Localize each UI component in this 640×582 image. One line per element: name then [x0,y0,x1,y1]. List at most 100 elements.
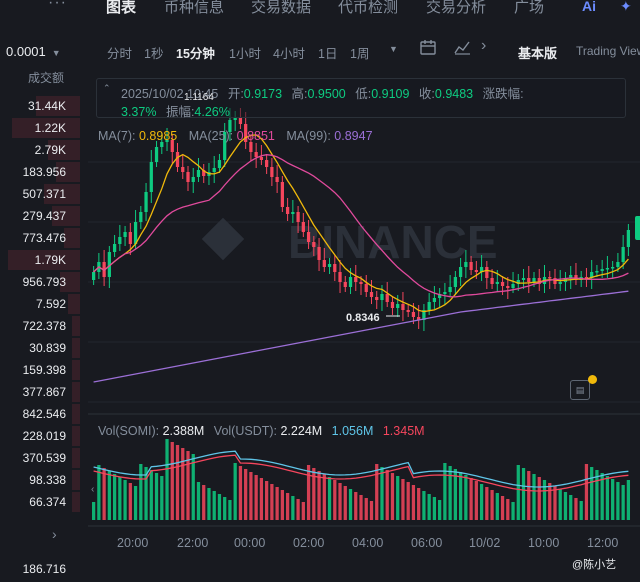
candle [485,267,489,278]
volume-bar [233,463,237,520]
change-label: 涨跌幅: [482,87,524,101]
volume-bar [458,472,463,520]
tf-1d[interactable]: 1日 [318,47,338,61]
amplitude-label: 振幅: [165,105,195,119]
ai-button[interactable]: Ai [582,0,596,14]
orderbook-volume: 98.338 [29,473,66,487]
more-icon[interactable]: ··· [48,0,67,11]
tab-square[interactable]: 广场 [514,0,545,16]
volume-bar [563,492,568,520]
tf-1s[interactable]: 1秒 [144,47,164,61]
orderbook-volume: 66.374 [29,495,66,509]
chevron-left-icon[interactable]: ‹ [91,484,95,495]
orderbook-volume: 377.867 [22,385,66,399]
side-panel-tab[interactable] [635,216,640,240]
basic-view-button[interactable]: 基本版 [518,46,558,61]
candle [275,177,279,182]
ohlc-line-1: 2025/10/02 10:45 开:0.9173 高:0.9500 低:0.9… [121,83,524,102]
chevron-down-icon[interactable]: ▼ [389,44,398,54]
orderbook-row[interactable]: 1.22K [0,117,80,139]
tf-1h[interactable]: 1小时 [229,47,261,61]
volume-bar [312,468,316,520]
ai-sparkle-icon[interactable]: ✦ [620,0,632,14]
volume-bar [265,481,269,520]
depth-bar [72,382,80,402]
candle [359,282,363,284]
chevron-right-icon[interactable]: › [481,37,487,54]
volume-bar [401,479,405,520]
orderbook-row[interactable]: 279.437 [0,205,80,227]
chart-canvas[interactable]: BINANCE [88,72,640,562]
volume-bar [296,499,300,520]
volume-bar [443,463,447,520]
open-label: 开: [227,87,244,101]
tf-4h[interactable]: 4小时 [273,47,305,61]
orderbook-row[interactable]: 1.79K [0,249,80,271]
high-value: 0.9500 [307,87,346,101]
orderbook-row[interactable]: 159.398 [0,359,80,381]
orderbook-row[interactable]: 66.374 [0,491,80,513]
orderbook-row[interactable]: 98.338 [0,469,80,491]
volume-bar [380,467,384,520]
orderbook-row[interactable]: 722.378 [0,315,80,337]
orderbook-row[interactable]: 228.019 [0,425,80,447]
fold-panel-icon[interactable]: ▤ [570,380,590,400]
volume-bar [92,502,96,520]
notification-dot [588,375,597,384]
volume-bar [600,473,604,520]
candle [432,298,437,302]
tab-coin-info[interactable]: 币种信息 [164,0,225,16]
candle [285,207,290,214]
x-tick: 06:00 [411,536,443,550]
vol-usdt-label: Vol(USDT): [213,424,277,438]
depth-bar [72,360,80,380]
orderbook-row[interactable]: 30.839 [0,337,80,359]
depth-bar [44,184,80,204]
timeframe-bar: 分时 1秒 15分钟 1小时 4小时 1日 1周 ▼ › 基本版 Trading… [80,34,640,64]
orderbook-row[interactable]: 956.793 [0,271,80,293]
tf-1w[interactable]: 1周 [350,47,370,61]
orderbook-row[interactable]: 842.546 [0,403,80,425]
candle [144,192,148,212]
tf-timeline[interactable]: 分时 [107,47,133,61]
candle [369,292,374,297]
orderbook-row[interactable]: 2.79K [0,139,80,161]
tab-trading-data[interactable]: 交易数据 [251,0,312,16]
expand-icon[interactable]: ⌃ [103,83,111,93]
orderbook-row[interactable]: 31.44K [0,95,80,117]
volume-bar [590,467,594,520]
volume-bar [611,479,615,520]
x-tick: 02:00 [293,536,325,550]
orderbook-row[interactable]: 773.476 [0,227,80,249]
candle [506,286,510,288]
calendar-icon[interactable] [420,40,436,58]
ma7-line [93,134,629,313]
chevron-right-icon[interactable]: › [52,526,57,542]
volume-bar [348,489,353,520]
tab-chart[interactable]: 图表 [106,0,137,16]
orderbook-row[interactable]: 370.539 [0,447,80,469]
tab-token-check[interactable]: 代币检测 [338,0,399,16]
ma99-value: 0.8947 [334,129,373,143]
candle [186,172,190,182]
volume-bar [118,477,122,520]
orderbook-row[interactable]: 7.592 [0,293,80,315]
orderbook-row[interactable]: 507.371 [0,183,80,205]
indicator-icon[interactable] [454,40,471,58]
volume-bar [144,467,148,520]
volume-bar [516,465,520,520]
candle [175,152,180,167]
precision-select[interactable]: 0.0001 ▼ [6,44,61,59]
candle [438,294,442,298]
candle [364,284,368,292]
candle [301,222,305,232]
volume-bar [338,483,342,520]
kline-chart[interactable]: BINANCE [88,72,640,562]
tf-15m[interactable]: 15分钟 [176,47,215,61]
volume-bar [301,502,305,520]
orderbook-row[interactable]: 183.956 [0,161,80,183]
vol-ma-b-line [93,454,629,492]
tradingview-button[interactable]: Trading View [576,44,640,58]
tab-trade-analysis[interactable]: 交易分析 [426,0,487,16]
orderbook-row[interactable]: 377.867 [0,381,80,403]
